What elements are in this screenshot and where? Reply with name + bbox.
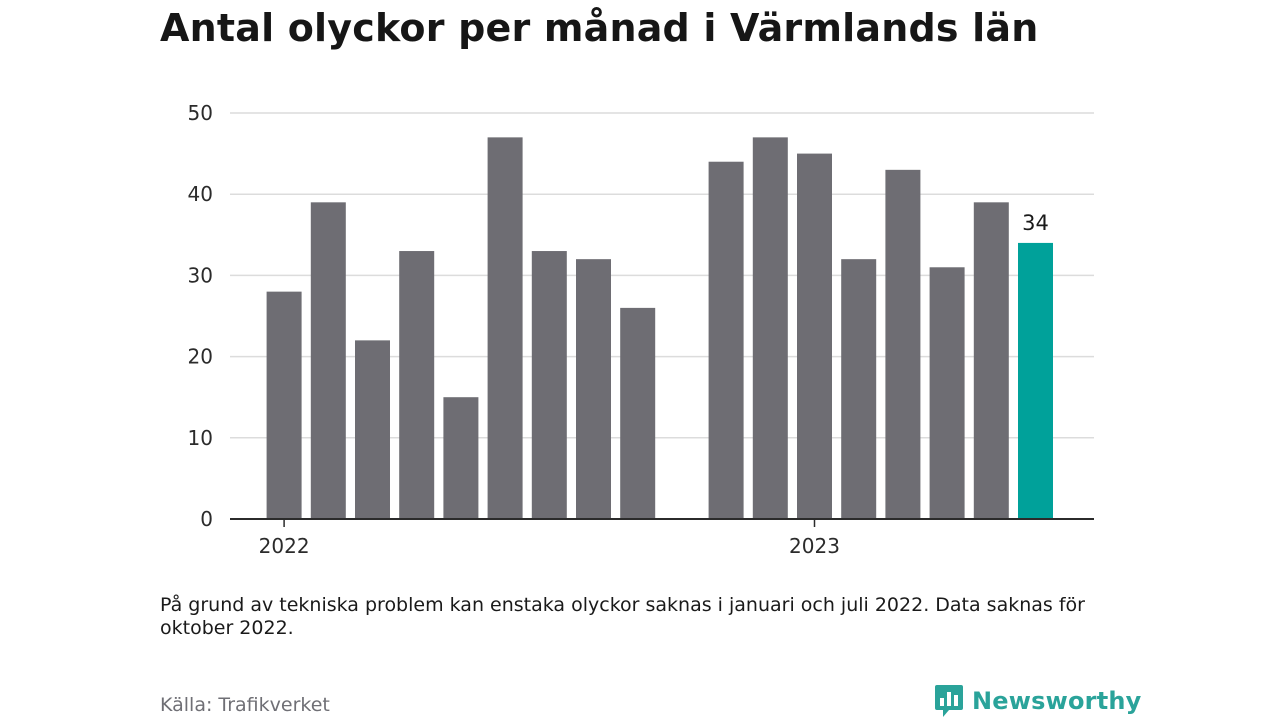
bar (620, 307, 656, 519)
newsworthy-logo[interactable]: Newsworthy (934, 684, 1142, 718)
x-tick-label: 2023 (789, 534, 840, 558)
y-tick-label: 10 (188, 426, 213, 450)
bar (576, 259, 611, 519)
data-label: 34 (1022, 211, 1049, 235)
bar (399, 251, 435, 520)
bar-chart: 0 10 20 30 40 50 2022 2023 34 (188, 101, 1094, 558)
bar (355, 340, 390, 519)
x-axis: 2022 2023 (230, 518, 1094, 558)
chart-note: På grund av tekniska problem kan enstaka… (160, 594, 1085, 639)
bar (708, 161, 744, 519)
x-tick-label: 2022 (259, 534, 310, 558)
bar-highlighted (1018, 242, 1053, 520)
bar (885, 169, 921, 519)
y-tick-label: 0 (200, 507, 213, 531)
bar (531, 251, 567, 520)
y-tick-label: 20 (188, 345, 213, 369)
bar (752, 137, 788, 520)
bar (797, 153, 832, 519)
bar (487, 137, 523, 520)
bar (443, 397, 479, 519)
y-axis: 0 10 20 30 40 50 (188, 101, 213, 531)
bars (266, 137, 1053, 520)
bar (973, 202, 1009, 519)
bar (266, 291, 302, 519)
brand-name: Newsworthy (972, 687, 1142, 715)
bar (929, 267, 965, 519)
source-label: Källa: Trafikverket (160, 694, 330, 716)
newsworthy-logo-icon (935, 685, 963, 717)
y-tick-label: 50 (188, 101, 213, 125)
bar (310, 202, 346, 519)
chart-title: Antal olyckor per månad i Värmlands län (160, 6, 1039, 50)
data-labels: 34 (1022, 211, 1049, 235)
y-tick-label: 30 (188, 263, 213, 287)
bar (841, 259, 877, 519)
y-tick-label: 40 (188, 182, 213, 206)
